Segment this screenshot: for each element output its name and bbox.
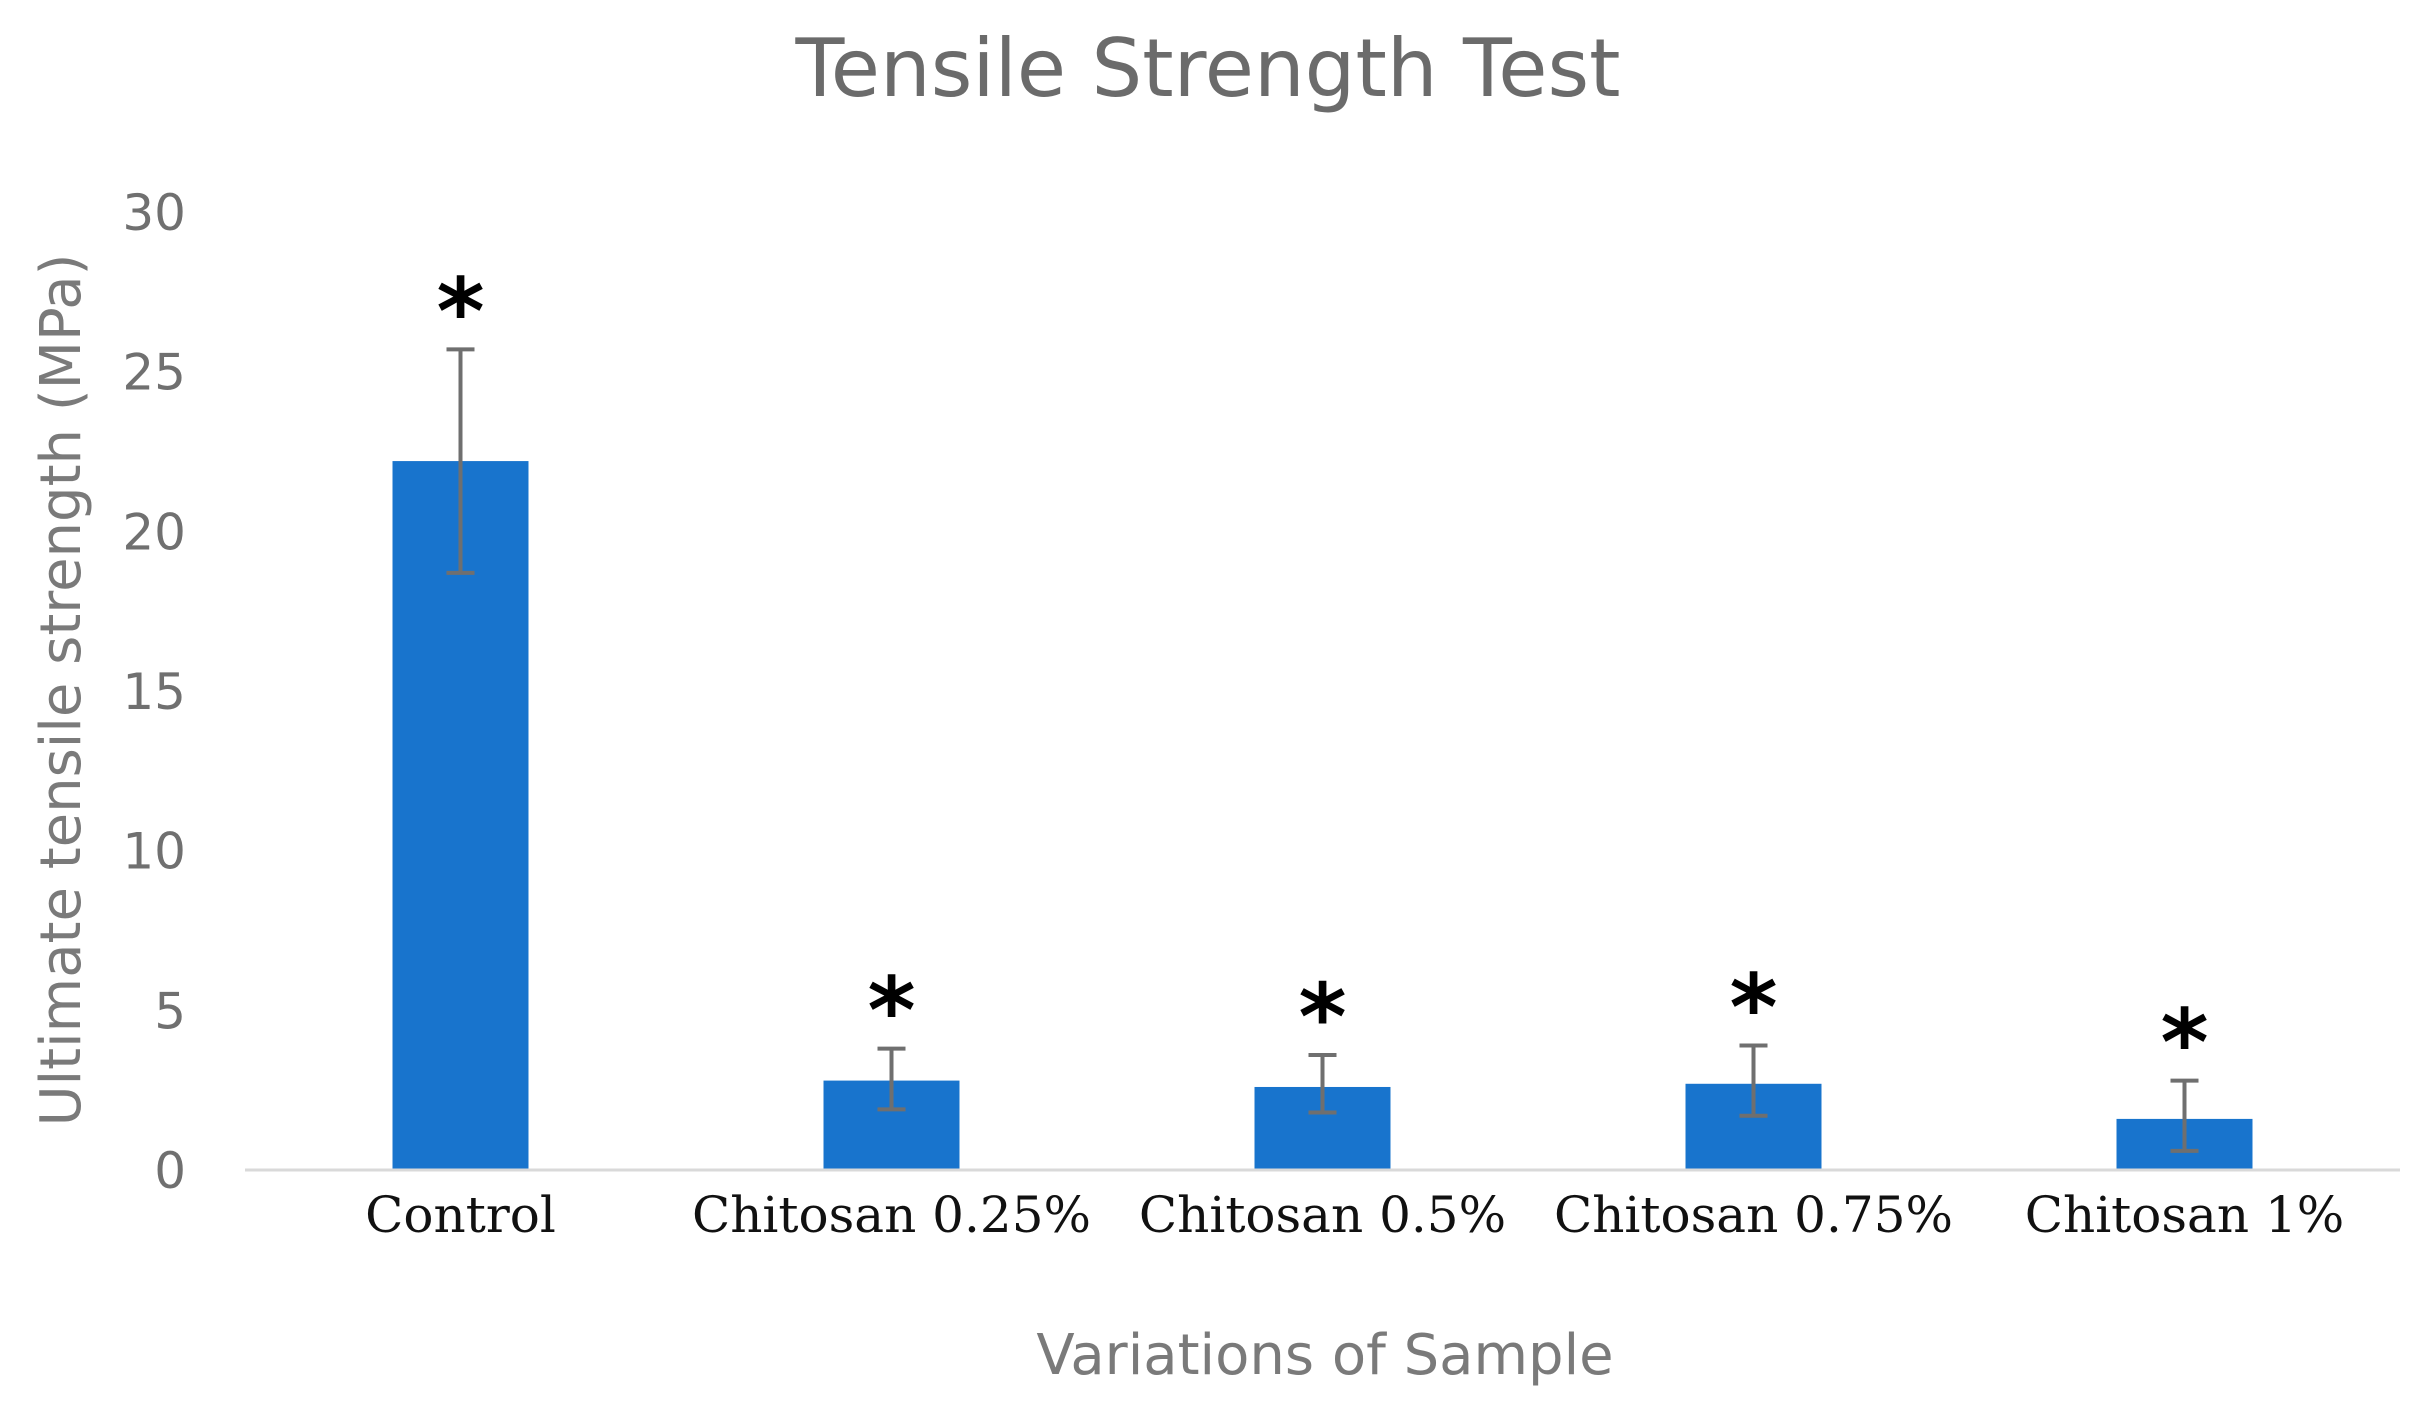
significance-marker-4: * <box>1729 954 1777 1061</box>
significance-marker-5: * <box>2160 990 2208 1097</box>
y-tick-label: 15 <box>122 663 186 721</box>
x-tick-label: Chitosan 0.75% <box>1554 1186 1953 1244</box>
x-tick-label: Chitosan 0.5% <box>1139 1186 1506 1244</box>
bar-1 <box>392 461 529 1171</box>
x-tick-label: Control <box>365 1186 556 1244</box>
y-tick-label: 0 <box>154 1142 186 1200</box>
y-axis-title: Ultimate tensile strength (MPa) <box>29 254 94 1127</box>
x-axis-title: Variations of Sample <box>1036 1323 1613 1388</box>
plot-area: 0 5 10 15 20 25 30 * Control * Chitosan 0.25% * Chit… <box>122 184 2400 1244</box>
chart-title: Tensile Strength Test <box>795 22 1621 115</box>
y-tick-label: 10 <box>122 823 186 881</box>
significance-marker-3: * <box>1298 964 1346 1071</box>
significance-marker-2: * <box>867 958 915 1065</box>
y-tick-label: 20 <box>122 503 186 561</box>
significance-marker-1: * <box>436 258 484 365</box>
x-tick-label: Chitosan 1% <box>2025 1186 2345 1244</box>
x-tick-label: Chitosan 0.25% <box>692 1186 1091 1244</box>
y-tick-label: 30 <box>122 184 186 242</box>
y-tick-label: 5 <box>154 982 186 1040</box>
y-tick-label: 25 <box>122 344 186 402</box>
